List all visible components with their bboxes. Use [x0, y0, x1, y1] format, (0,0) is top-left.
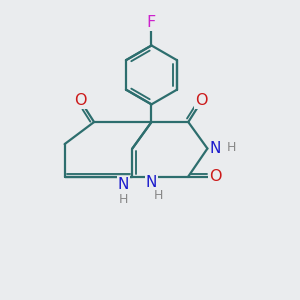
- Text: N: N: [118, 177, 129, 192]
- Text: O: O: [195, 93, 208, 108]
- Text: H: H: [153, 189, 163, 202]
- Text: H: H: [119, 193, 128, 206]
- Text: O: O: [209, 169, 222, 184]
- Text: F: F: [147, 15, 156, 30]
- Text: N: N: [146, 176, 157, 190]
- Text: N: N: [210, 141, 221, 156]
- Text: O: O: [75, 93, 87, 108]
- Text: H: H: [227, 141, 236, 154]
